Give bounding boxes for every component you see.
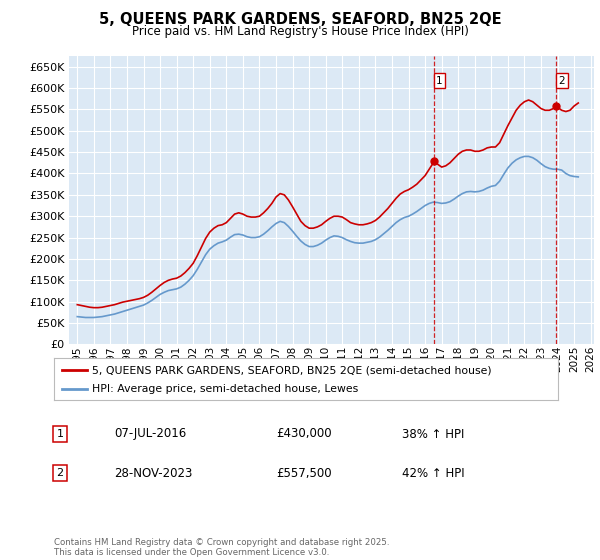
- Text: HPI: Average price, semi-detached house, Lewes: HPI: Average price, semi-detached house,…: [92, 384, 358, 394]
- Text: 28-NOV-2023: 28-NOV-2023: [114, 466, 193, 480]
- Text: 38% ↑ HPI: 38% ↑ HPI: [402, 427, 464, 441]
- Text: 2: 2: [56, 468, 64, 478]
- Text: 1: 1: [56, 429, 64, 439]
- Text: £430,000: £430,000: [276, 427, 332, 441]
- Text: 1: 1: [436, 76, 443, 86]
- Text: 2: 2: [559, 76, 565, 86]
- Text: Contains HM Land Registry data © Crown copyright and database right 2025.
This d: Contains HM Land Registry data © Crown c…: [54, 538, 389, 557]
- Text: £557,500: £557,500: [276, 466, 332, 480]
- Text: 42% ↑ HPI: 42% ↑ HPI: [402, 466, 464, 480]
- Text: 5, QUEENS PARK GARDENS, SEAFORD, BN25 2QE (semi-detached house): 5, QUEENS PARK GARDENS, SEAFORD, BN25 2Q…: [92, 365, 491, 375]
- Text: 5, QUEENS PARK GARDENS, SEAFORD, BN25 2QE: 5, QUEENS PARK GARDENS, SEAFORD, BN25 2Q…: [98, 12, 502, 27]
- Text: 07-JUL-2016: 07-JUL-2016: [114, 427, 186, 441]
- Text: Price paid vs. HM Land Registry's House Price Index (HPI): Price paid vs. HM Land Registry's House …: [131, 25, 469, 38]
